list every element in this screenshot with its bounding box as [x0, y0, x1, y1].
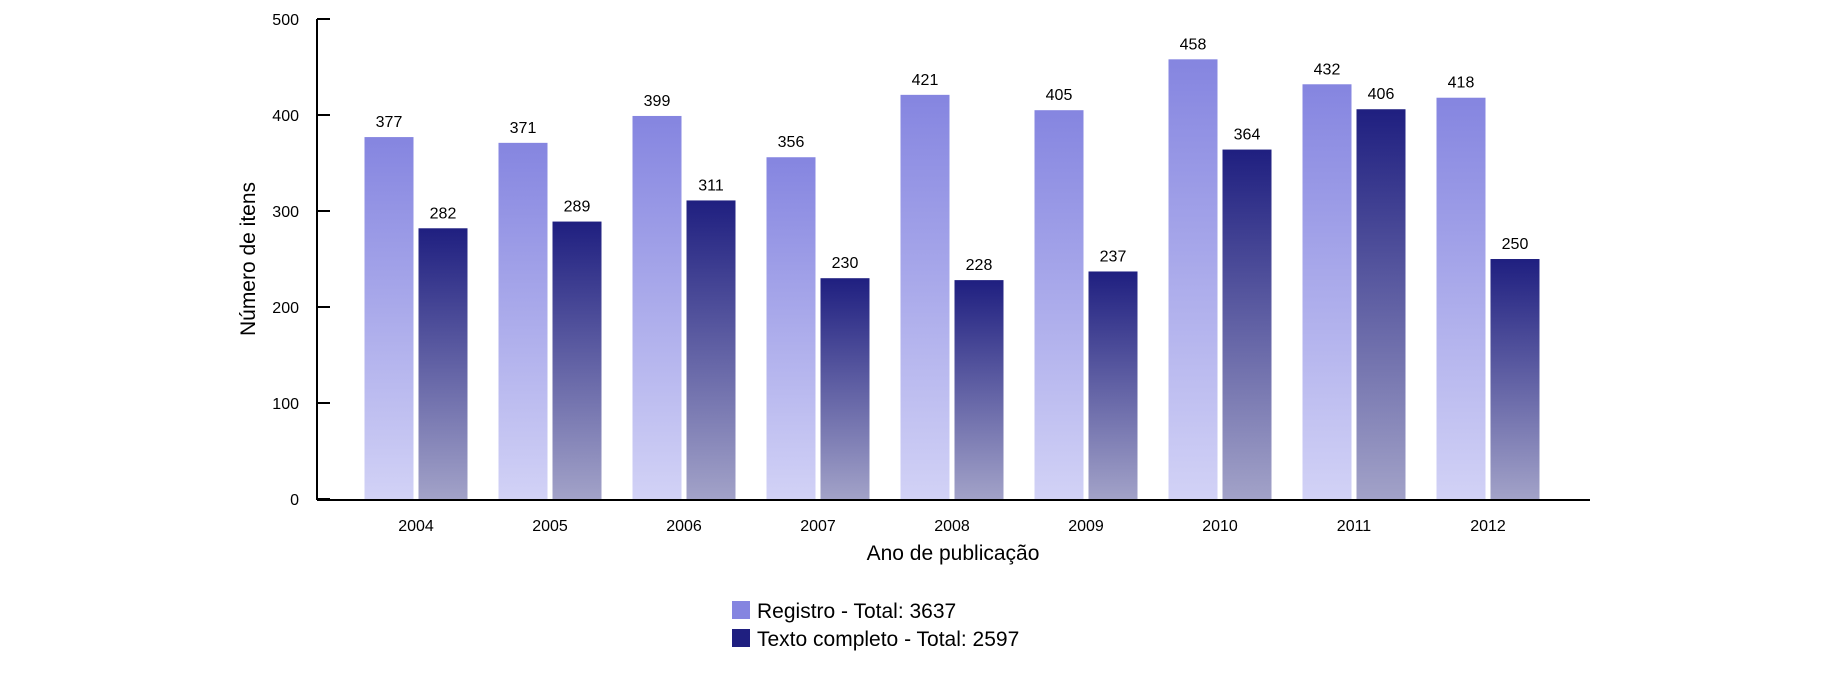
- x-tick-label: 2010: [1202, 518, 1238, 535]
- bar-registro-2006: [632, 115, 682, 500]
- data-label: 432: [1314, 61, 1341, 78]
- x-tick-label: 2011: [1337, 518, 1372, 535]
- bar-texto-completo-2007: [820, 278, 870, 499]
- bar-texto-completo-2012: [1490, 259, 1540, 499]
- bar-registro-2008: [900, 94, 950, 499]
- data-label: 356: [778, 134, 805, 151]
- y-tick-label: 300: [272, 204, 299, 221]
- data-label: 371: [510, 120, 537, 137]
- bar-registro-2007: [766, 157, 816, 500]
- legend-label: Registro - Total: 3637: [757, 600, 956, 623]
- data-label: 237: [1100, 248, 1127, 265]
- x-axis-title: Ano de publicação: [867, 542, 1040, 565]
- data-label: 289: [564, 199, 591, 216]
- y-tick-label: 400: [272, 108, 299, 125]
- legend: Registro - Total: 3637 Texto completo - T…: [732, 600, 1019, 651]
- data-label: 405: [1046, 87, 1073, 104]
- data-label: 418: [1448, 75, 1475, 92]
- x-tick-label: 2006: [666, 518, 702, 535]
- x-tick-label: 2012: [1470, 518, 1506, 535]
- x-tick-label: 2009: [1068, 518, 1104, 535]
- bar-texto-completo-2010: [1222, 149, 1272, 499]
- axes: 2004 2005 2006 2007 2008 2009 2010 2011 2012 0 100…: [272, 12, 1590, 535]
- y-axis-title: Número de itens: [237, 182, 260, 336]
- bar-registro-2009: [1034, 110, 1084, 499]
- bar-registro-2010: [1168, 59, 1218, 499]
- x-tick-label: 2005: [532, 518, 568, 535]
- data-label: 228: [966, 257, 993, 274]
- y-tick-label: 200: [272, 300, 299, 317]
- x-tick-label: 2004: [398, 518, 434, 535]
- legend-label: Texto completo - Total: 2597: [757, 628, 1019, 651]
- data-label: 282: [430, 205, 457, 222]
- x-tick-label: 2007: [800, 518, 836, 535]
- bar-registro-2011: [1302, 84, 1352, 499]
- data-label: 250: [1502, 236, 1529, 253]
- data-label: 377: [376, 114, 403, 131]
- bars: [364, 59, 1540, 500]
- data-label: 399: [644, 93, 671, 110]
- legend-swatch: [732, 601, 750, 619]
- bar-texto-completo-2004: [418, 228, 468, 499]
- y-tick-label: 500: [272, 12, 299, 29]
- data-labels: 377 282 371 289 399 311 356 230 421 228 405 237 458 3…: [376, 36, 1529, 274]
- data-label: 311: [698, 177, 724, 194]
- legend-swatch: [732, 629, 750, 647]
- x-tick-label: 2008: [934, 518, 970, 535]
- y-tick-label: 100: [272, 396, 299, 413]
- bar-registro-2004: [364, 137, 414, 499]
- bar-registro-2012: [1436, 97, 1486, 499]
- bar-registro-2005: [498, 142, 548, 499]
- y-tick-label: 0: [290, 492, 299, 509]
- data-label: 458: [1180, 36, 1207, 53]
- data-label: 421: [912, 72, 939, 89]
- data-label: 364: [1234, 127, 1261, 144]
- bar-texto-completo-2006: [686, 200, 736, 499]
- data-label: 406: [1368, 86, 1395, 103]
- bar-texto-completo-2011: [1356, 109, 1406, 500]
- data-label: 230: [832, 255, 859, 272]
- bar-texto-completo-2009: [1088, 271, 1138, 499]
- bar-texto-completo-2008: [954, 280, 1004, 499]
- bar-texto-completo-2005: [552, 221, 602, 499]
